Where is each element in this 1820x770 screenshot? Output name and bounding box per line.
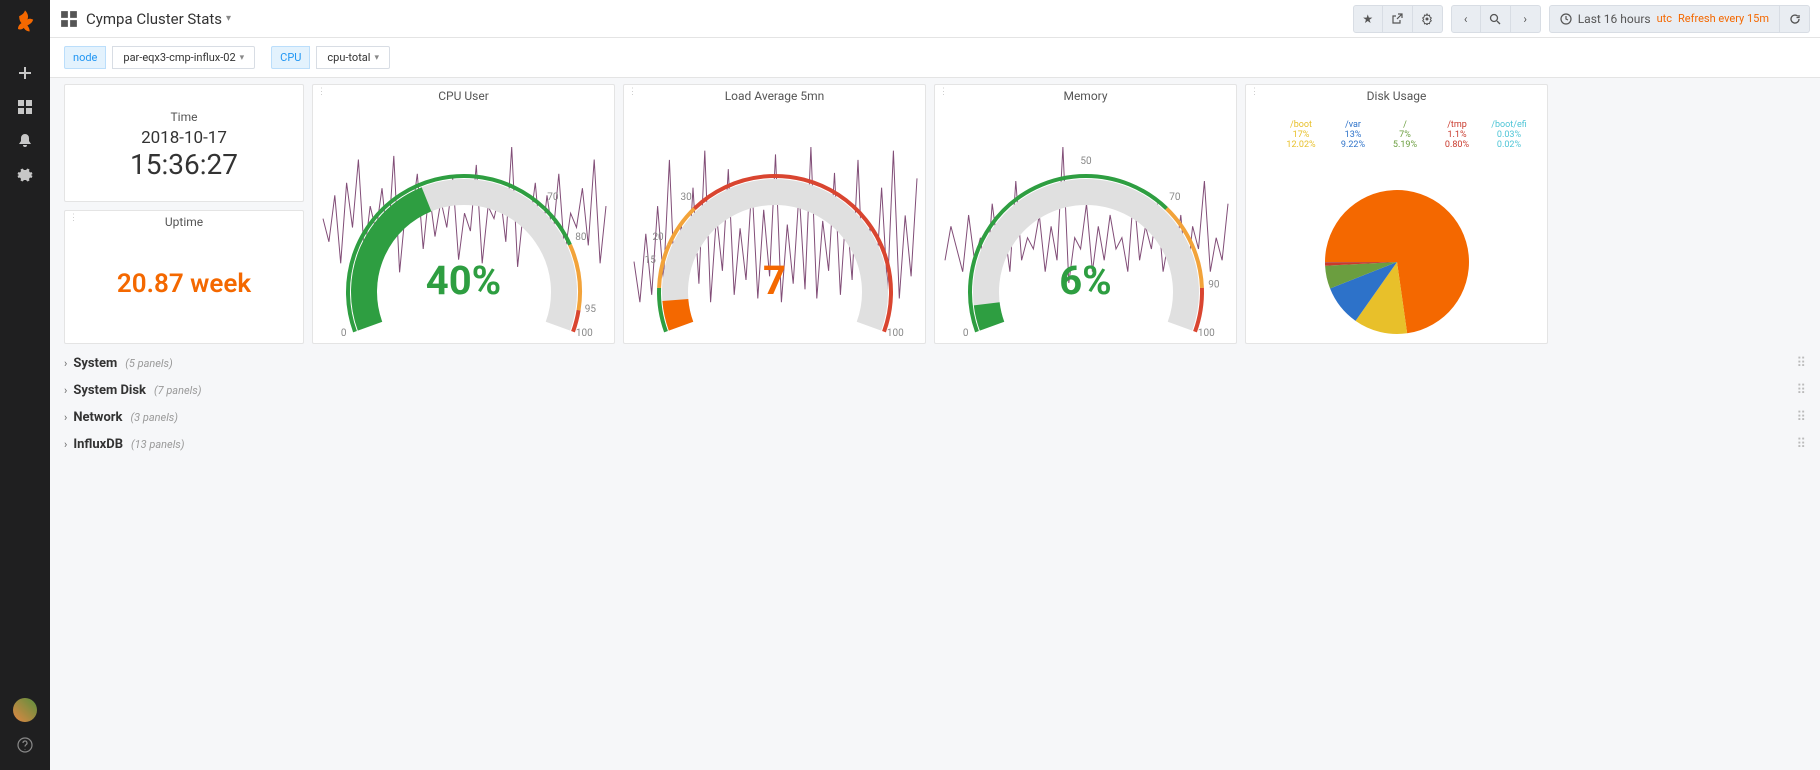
svg-text:100: 100 [1198, 328, 1215, 337]
variable-select[interactable]: cpu-total▾ [316, 46, 390, 69]
sidebar [0, 0, 50, 770]
panel-load-avg: ⋮Load Average 5mn1520301007 [623, 84, 926, 344]
panel-title: Disk Usage [1246, 85, 1547, 107]
variable-label: node [64, 46, 106, 69]
drag-handle-icon[interactable]: ⋮ [69, 213, 78, 223]
panel-title: Uptime [65, 211, 303, 233]
avatar[interactable] [13, 698, 37, 722]
svg-text:7%: 7% [1399, 130, 1411, 140]
svg-text:0: 0 [963, 328, 969, 337]
time-back-button[interactable]: ‹ [1451, 5, 1481, 33]
drag-handle-icon[interactable]: ⠿ [1796, 437, 1806, 452]
chevron-right-icon: › [64, 384, 67, 397]
svg-text:/var: /var [1345, 120, 1361, 130]
drag-handle-icon[interactable]: ⋮ [317, 87, 326, 97]
zoom-button[interactable] [1481, 5, 1511, 33]
svg-text:70: 70 [547, 192, 559, 203]
svg-text:/boot: /boot [1290, 120, 1312, 130]
dashboards-icon[interactable] [0, 90, 50, 124]
svg-text:100: 100 [576, 328, 593, 337]
drag-handle-icon[interactable]: ⠿ [1796, 410, 1806, 425]
svg-text:12.02%: 12.02% [1286, 140, 1316, 150]
refresh-interval-label: Refresh every 15m [1678, 12, 1769, 25]
collapsed-row[interactable]: ›System(5 panels)⠿ [50, 350, 1820, 377]
clock-icon [1560, 13, 1572, 25]
collapsed-row[interactable]: ›System Disk(7 panels)⠿ [50, 377, 1820, 404]
panel-cpu-user: ⋮CPU User 0 70 80 95 100 40% [312, 84, 615, 344]
drag-handle-icon[interactable]: ⋮ [1250, 87, 1259, 97]
panel-title: Memory [935, 85, 1236, 107]
variable-label: CPU [271, 46, 310, 69]
help-icon[interactable] [0, 730, 50, 760]
drag-handle-icon[interactable]: ⠿ [1796, 356, 1806, 371]
variable-bar: node par-eqx3-cmp-influx-02▾ CPU cpu-total▾ [50, 38, 1820, 78]
svg-text:/: / [1403, 120, 1407, 130]
panel-memory: ⋮Memory05070901006% [934, 84, 1237, 344]
svg-text:20: 20 [652, 232, 664, 243]
time-forward-button[interactable]: › [1511, 5, 1541, 33]
panel-title: Load Average 5mn [624, 85, 925, 107]
dashboard-icon [60, 10, 78, 28]
alerts-icon[interactable] [0, 124, 50, 158]
panel-title: Time [171, 106, 198, 128]
svg-text:0.03%: 0.03% [1497, 130, 1522, 140]
svg-text:100: 100 [887, 328, 904, 337]
clock-time: 15:36:27 [130, 148, 238, 181]
variable-select[interactable]: par-eqx3-cmp-influx-02▾ [112, 46, 255, 69]
star-button[interactable]: ★ [1353, 5, 1383, 33]
svg-text:95: 95 [585, 304, 597, 315]
grafana-logo-icon [11, 8, 39, 36]
dashboard-title[interactable]: Cympa Cluster Stats▾ [86, 10, 231, 28]
gauge-value: 40% [313, 257, 614, 304]
svg-text:0.80%: 0.80% [1445, 140, 1470, 150]
svg-text:80: 80 [575, 232, 587, 243]
main-area: Cympa Cluster Stats▾ ★ ‹ › Last 16 hours… [50, 0, 1820, 770]
svg-text:70: 70 [1169, 192, 1181, 203]
config-icon[interactable] [0, 158, 50, 192]
gauge-value: 7 [624, 257, 925, 304]
gauge-value: 6% [935, 257, 1236, 304]
uptime-value: 20.87 week [65, 269, 303, 299]
chevron-right-icon: › [64, 438, 67, 451]
panel-disk-usage: ⋮Disk Usage/boot17%12.02% /var13%9.22% /7%… [1245, 84, 1548, 344]
svg-text:1.1%: 1.1% [1447, 130, 1466, 140]
svg-text:30: 30 [680, 192, 692, 203]
svg-text:17%: 17% [1293, 130, 1310, 140]
collapsed-row[interactable]: ›Network(3 panels)⠿ [50, 404, 1820, 431]
panel-title: CPU User [313, 85, 614, 107]
svg-text:/boot/efi: /boot/efi [1491, 120, 1526, 130]
refresh-button[interactable] [1780, 5, 1810, 33]
svg-text:50: 50 [1080, 156, 1092, 167]
drag-handle-icon[interactable]: ⋮ [628, 87, 637, 97]
drag-handle-icon[interactable]: ⋮ [939, 87, 948, 97]
svg-text:5.19%: 5.19% [1393, 140, 1418, 150]
drag-handle-icon[interactable]: ⠿ [1796, 383, 1806, 398]
timezone-label: utc [1657, 12, 1672, 25]
settings-button[interactable] [1413, 5, 1443, 33]
svg-text:0: 0 [341, 328, 347, 337]
svg-text:9.22%: 9.22% [1341, 140, 1366, 150]
panel-uptime: ⋮ Uptime 20.87 week [64, 210, 304, 344]
svg-text:13%: 13% [1345, 130, 1362, 140]
svg-text:0.02%: 0.02% [1497, 140, 1522, 150]
collapsed-row[interactable]: ›InfluxDB(13 panels)⠿ [50, 431, 1820, 458]
chevron-right-icon: › [64, 411, 67, 424]
chevron-right-icon: › [64, 357, 67, 370]
add-icon[interactable] [0, 56, 50, 90]
share-button[interactable] [1383, 5, 1413, 33]
clock-date: 2018-10-17 [141, 128, 227, 148]
top-bar: Cympa Cluster Stats▾ ★ ‹ › Last 16 hours… [50, 0, 1820, 38]
panel-time: Time 2018-10-17 15:36:27 [64, 84, 304, 202]
svg-text:/tmp: /tmp [1447, 120, 1467, 130]
time-range-label: Last 16 hours [1578, 12, 1651, 26]
time-range-button[interactable]: Last 16 hours utc Refresh every 15m [1549, 5, 1780, 33]
panel-row-main: Time 2018-10-17 15:36:27 ⋮ Uptime 20.87 … [50, 78, 1820, 350]
